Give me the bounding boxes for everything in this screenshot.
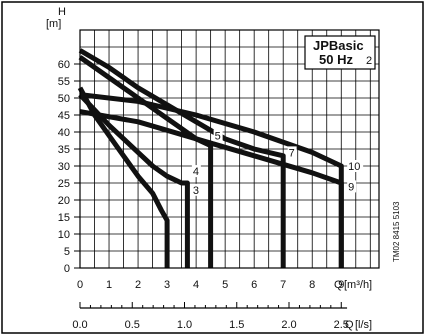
curve-label-7: 7 <box>289 147 295 159</box>
y-tick-label: 55 <box>58 76 70 88</box>
x2-axis-unit: [l/s] <box>355 319 372 331</box>
x-axis-symbol: Q <box>334 279 343 291</box>
x2-axis-symbol: Q <box>345 319 354 331</box>
x-tick-label: 2 <box>135 279 141 291</box>
x-tick-label: 6 <box>251 279 257 291</box>
x-tick-label: 5 <box>222 279 228 291</box>
curve-label-4: 4 <box>193 166 199 178</box>
curve-label-3: 3 <box>193 185 199 197</box>
y-axis-symbol: H <box>58 6 66 18</box>
y-tick-label: 30 <box>58 161 70 173</box>
y-tick-label: 50 <box>58 93 70 105</box>
x-tick-label: 7 <box>280 279 286 291</box>
curve-label-10: 10 <box>348 161 360 173</box>
curve-label-9: 9 <box>348 181 354 193</box>
chart-subtitle-suffix: 2 <box>366 55 372 67</box>
x2-tick-label: 1.0 <box>177 319 192 331</box>
x-tick-label: 4 <box>193 279 199 291</box>
x2-tick-label: 2.0 <box>281 319 296 331</box>
x-tick-label: 8 <box>309 279 315 291</box>
y-tick-label: 60 <box>58 59 70 71</box>
chart-subtitle: 50 Hz <box>319 52 353 67</box>
y-tick-label: 45 <box>58 110 70 122</box>
curve-5 <box>80 57 211 268</box>
side-note: TM02 8415 5103 <box>392 201 401 262</box>
y-tick-label: 15 <box>58 212 70 224</box>
y-axis-unit: [m] <box>46 18 61 30</box>
x2-tick-label: 1.5 <box>229 319 244 331</box>
curve-label-5: 5 <box>215 130 221 142</box>
y-tick-label: 0 <box>64 263 70 275</box>
chart-title: JPBasic <box>313 38 364 53</box>
y-tick-label: 10 <box>58 229 70 241</box>
y-tick-label: 35 <box>58 144 70 156</box>
x-axis-unit: [m³/h] <box>344 279 372 291</box>
y-tick-label: 5 <box>64 246 70 258</box>
x-tick-label: 0 <box>77 279 83 291</box>
y-tick-label: 20 <box>58 195 70 207</box>
y-tick-label: 40 <box>58 127 70 139</box>
x-tick-label: 3 <box>164 279 170 291</box>
x2-tick-label: 0.5 <box>125 319 140 331</box>
y-tick-label: 25 <box>58 178 70 190</box>
x2-tick-label: 0.0 <box>72 319 87 331</box>
x-tick-label: 1 <box>106 279 112 291</box>
